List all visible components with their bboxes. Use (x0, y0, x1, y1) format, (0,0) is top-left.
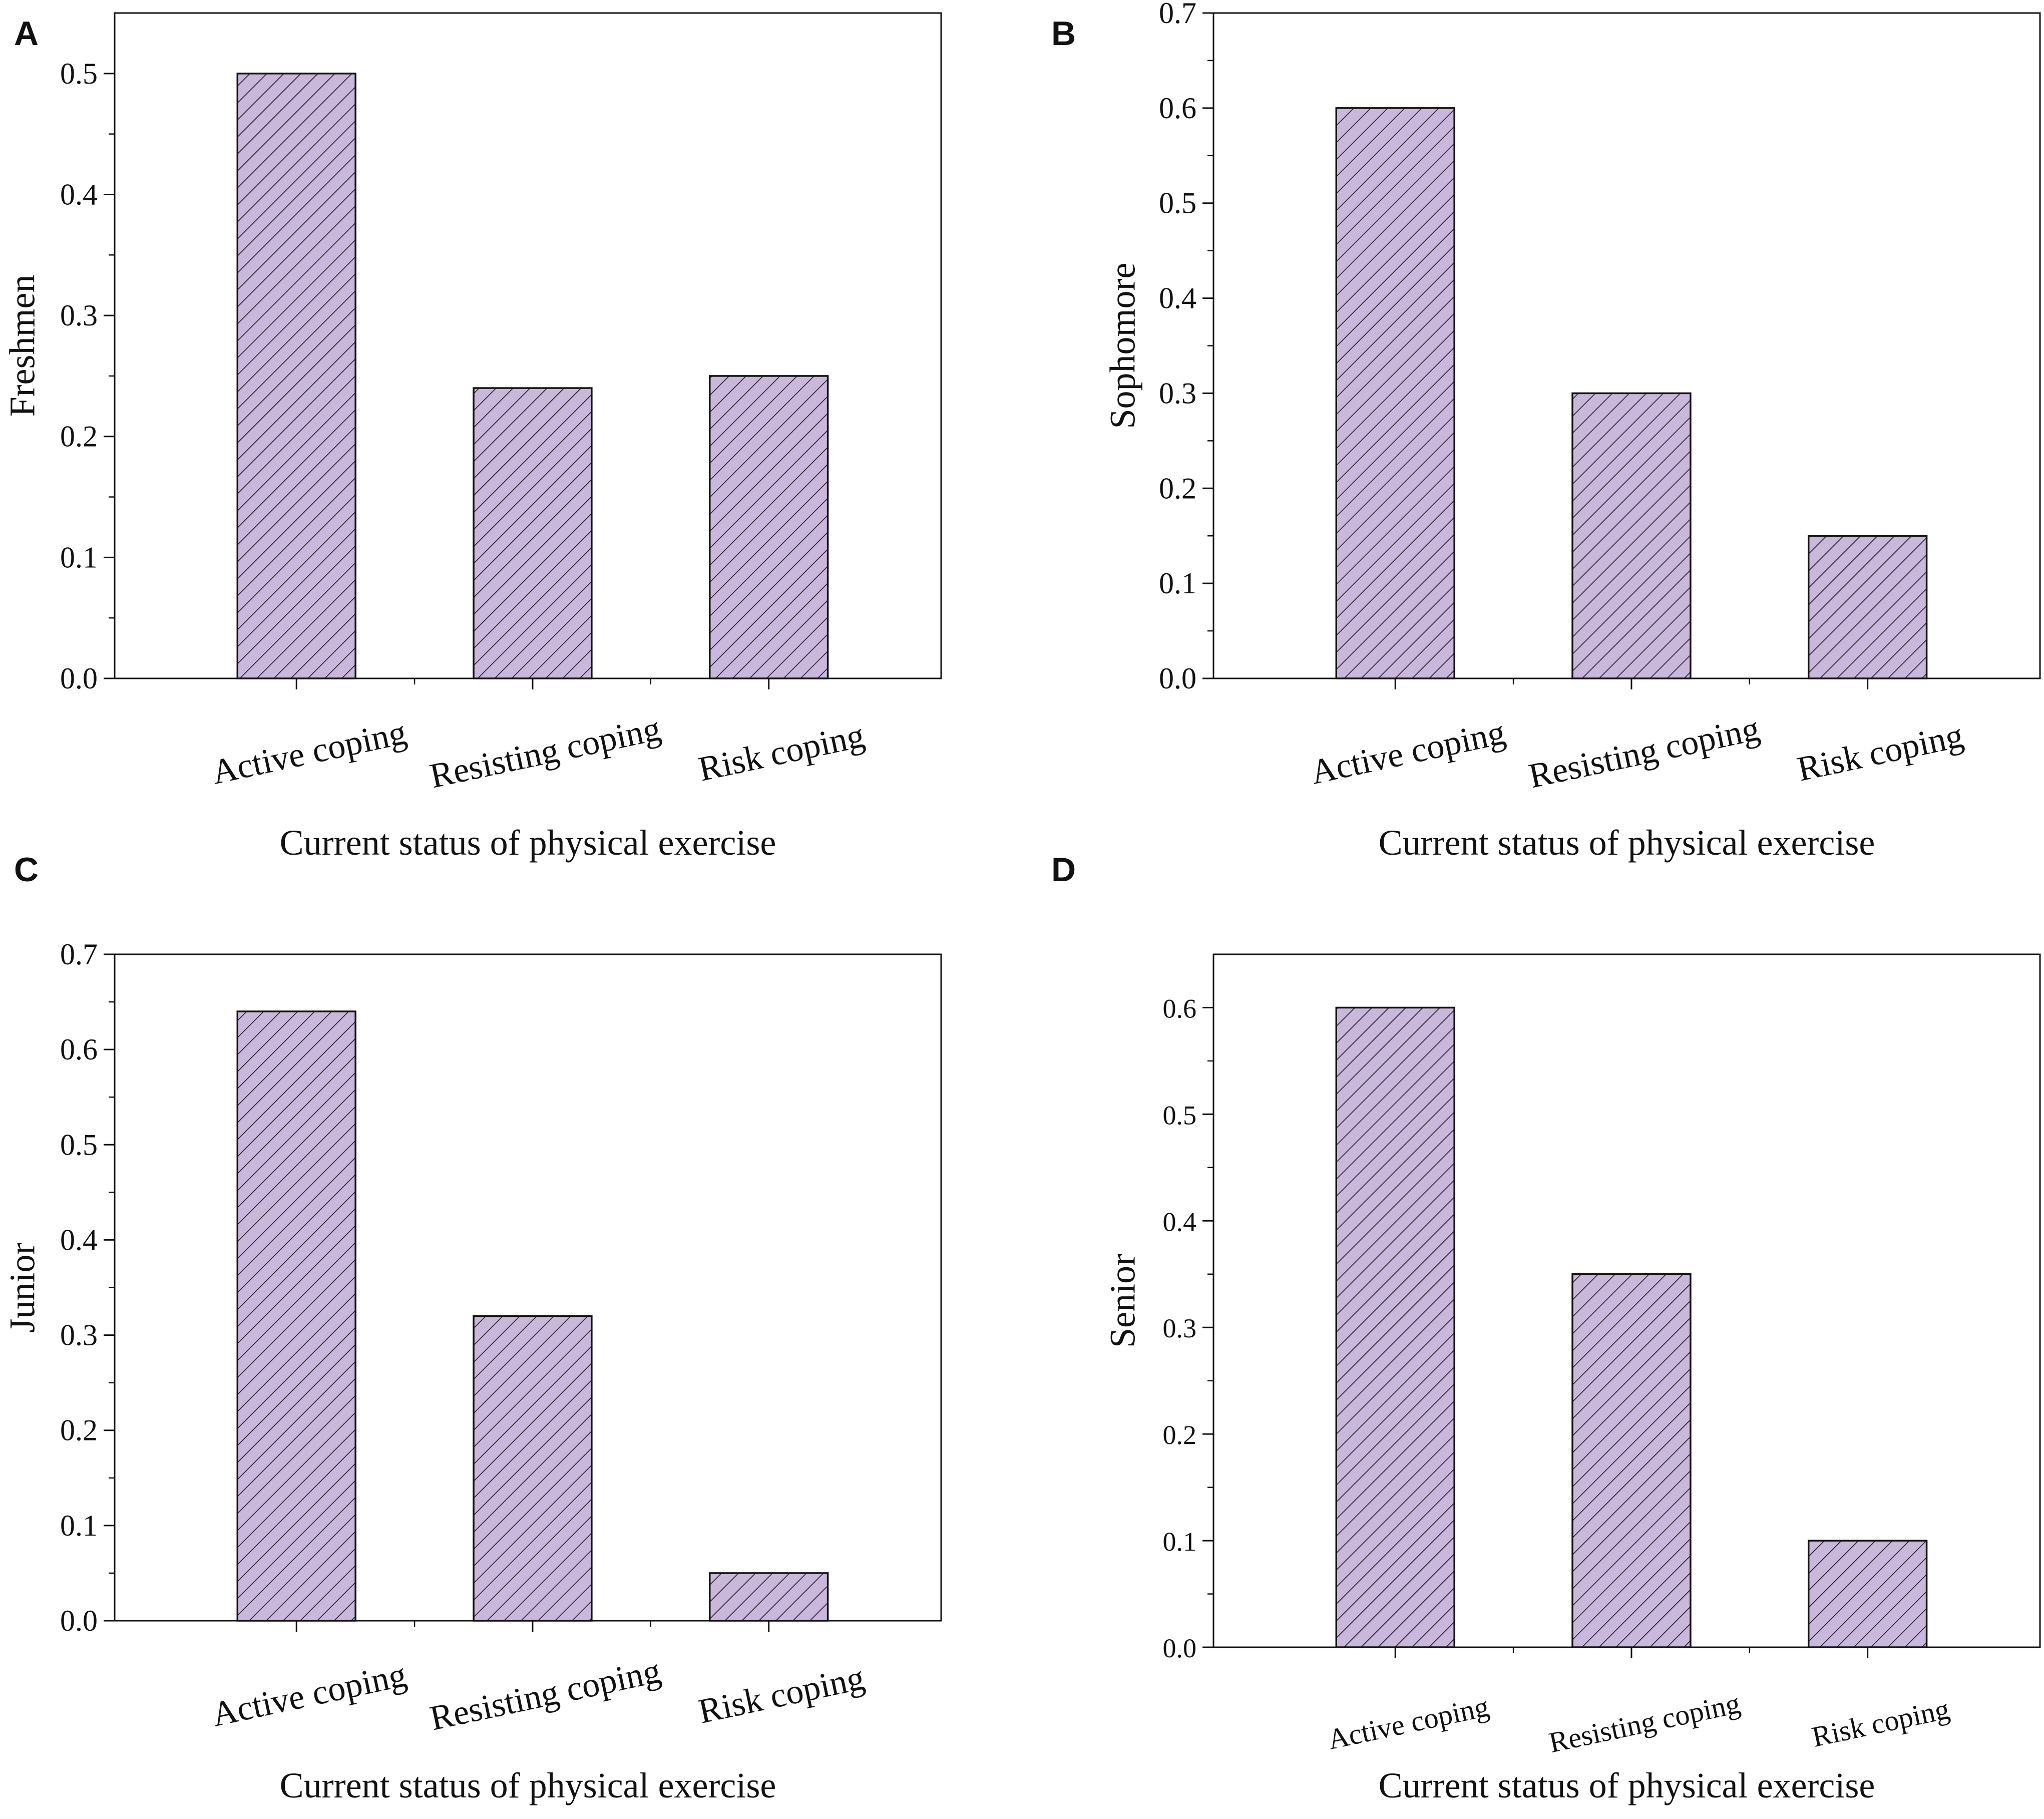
y-axis-title: Sophomore (1103, 263, 1143, 429)
y-tick-label: 0.6 (1163, 993, 1197, 1023)
y-tick-label: 0.7 (1159, 0, 1196, 30)
panel-letter: C (14, 851, 39, 889)
y-tick-label: 0.4 (1163, 1207, 1197, 1237)
bar-resisting-coping (473, 387, 593, 679)
x-category-label: Resisting coping (1546, 1687, 1743, 1759)
x-axis-title: Current status of physical exercise (280, 1765, 776, 1805)
y-tick-label: 0.3 (60, 1319, 98, 1352)
y-tick-label: 0.1 (60, 541, 98, 574)
bar-active-coping (1335, 1006, 1455, 1648)
y-tick-label: 0.3 (1163, 1313, 1197, 1343)
y-tick-label: 0.4 (60, 1223, 98, 1256)
bar-risk-coping (1807, 535, 1928, 679)
y-axis-title: Senior (1103, 1254, 1143, 1348)
x-category-label: Risk coping (695, 1658, 868, 1731)
y-axis-title: Junior (3, 1242, 43, 1332)
y-tick-label: 0.3 (1159, 377, 1196, 410)
y-tick-label: 0.2 (1159, 472, 1196, 505)
panel-letter: A (14, 15, 39, 53)
x-category-label: Resisting coping (1525, 709, 1763, 796)
bar-active-coping (236, 73, 356, 679)
y-tick-label: 0.0 (60, 1604, 98, 1637)
y-tick-label: 0.6 (1159, 92, 1196, 125)
x-category-label: Resisting coping (427, 709, 664, 796)
bar-risk-coping (708, 375, 829, 679)
y-tick-label: 0.5 (60, 1128, 98, 1161)
x-category-label: Active coping (1325, 1690, 1491, 1756)
x-axis-title: Current status of physical exercise (280, 823, 776, 863)
y-tick-label: 0.4 (1159, 282, 1196, 315)
chart-panel-b: B 0.0 0.1 0.2 0.3 0.4 0.5 0.6 0.7 Active coping Re… (1051, 0, 2041, 863)
panel-letter: D (1051, 851, 1076, 889)
y-tick-label: 0.5 (1159, 187, 1196, 220)
y-tick-label: 0.0 (1159, 662, 1196, 695)
x-axis-title: Current status of physical exercise (1379, 1765, 1875, 1805)
x-category-label: Risk coping (695, 716, 868, 789)
y-tick-label: 0.1 (1163, 1527, 1197, 1557)
y-tick-label: 0.1 (60, 1509, 98, 1542)
y-tick-label: 0.4 (60, 178, 98, 211)
x-category-label: Active coping (1308, 713, 1509, 792)
y-axis-title: Freshmen (3, 275, 43, 417)
bar-resisting-coping (1571, 1273, 1692, 1648)
y-tick-label: 0.2 (1163, 1420, 1197, 1450)
bar-resisting-coping (473, 1315, 593, 1622)
y-tick-label: 0.7 (60, 938, 98, 971)
x-category-label: Risk coping (1794, 716, 1966, 789)
chart-panel-c: C 0.0 0.1 0.2 0.3 0.4 0.5 0.6 0.7 Active coping Re… (3, 851, 942, 1805)
bar-active-coping (1335, 107, 1455, 679)
x-axis-title: Current status of physical exercise (1379, 823, 1875, 863)
bar-risk-coping (1807, 1540, 1928, 1648)
y-tick-label: 0.2 (60, 1414, 98, 1447)
x-category-label: Resisting coping (427, 1652, 664, 1738)
y-tick-label: 0.0 (60, 662, 98, 695)
chart-panel-d: D 0.0 0.1 0.2 0.3 0.4 0.5 0.6 Active coping Resis… (1051, 851, 2041, 1805)
bar-active-coping (236, 1010, 356, 1622)
bar-risk-coping (708, 1572, 829, 1622)
y-tick-label: 0.6 (60, 1033, 98, 1066)
x-category-label: Risk coping (1809, 1692, 1952, 1753)
y-tick-label: 0.0 (1163, 1633, 1197, 1663)
y-tick-label: 0.3 (60, 299, 98, 332)
bar-resisting-coping (1571, 392, 1692, 679)
y-tick-label: 0.2 (60, 420, 98, 453)
y-tick-label: 0.5 (60, 57, 98, 90)
y-tick-label: 0.1 (1159, 567, 1196, 600)
x-category-label: Active coping (209, 1655, 410, 1734)
y-tick-label: 0.5 (1163, 1100, 1197, 1130)
x-category-label: Active coping (209, 713, 410, 792)
panel-letter: B (1051, 15, 1076, 53)
chart-panel-a: A 0.0 0.1 0.2 0.3 0.4 0.5 Active coping Resistin… (3, 12, 942, 863)
